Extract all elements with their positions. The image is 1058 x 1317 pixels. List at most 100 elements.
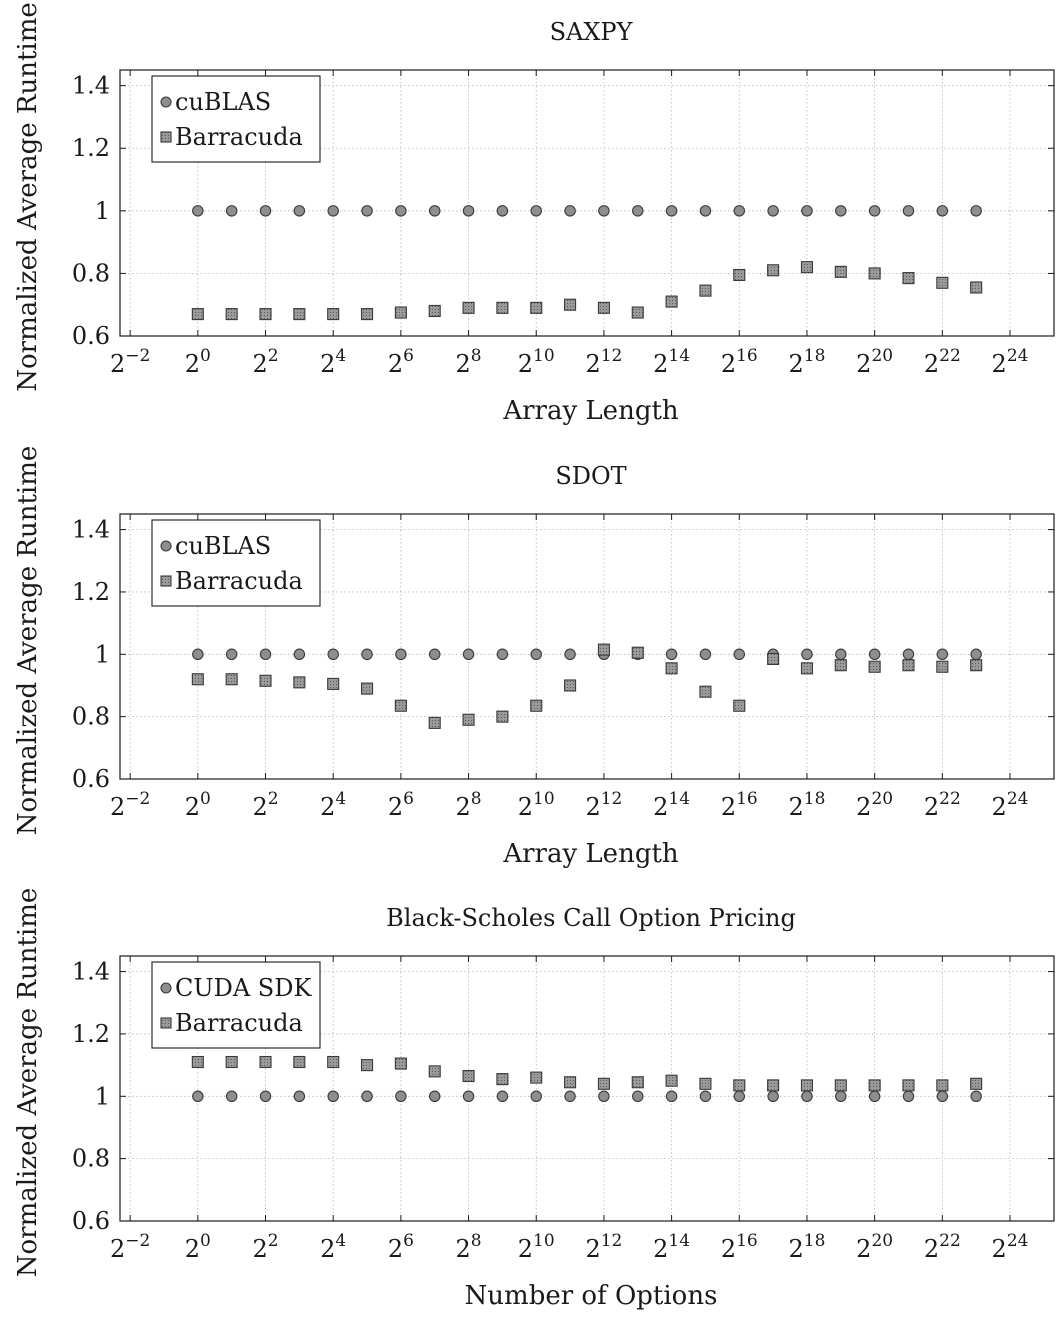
plot-frame xyxy=(119,69,1055,337)
chart-title: SDOT xyxy=(555,462,626,490)
y-tick-label: 1.2 xyxy=(72,134,110,162)
data-point xyxy=(868,205,881,217)
y-tick-label: 0.8 xyxy=(72,1145,110,1173)
legend-marker-square xyxy=(160,575,172,587)
data-point xyxy=(327,205,339,217)
data-point xyxy=(259,1055,272,1069)
data-point xyxy=(564,648,576,661)
x-axis-label: Array Length xyxy=(502,839,679,869)
data-point xyxy=(902,1079,915,1092)
data-point xyxy=(936,1090,949,1103)
data-point xyxy=(733,648,746,661)
data-point xyxy=(462,648,475,661)
data-point xyxy=(564,679,577,692)
data-point xyxy=(699,648,712,661)
data-point xyxy=(361,1090,373,1103)
legend: cuBLAS Barracuda xyxy=(151,519,321,607)
data-point xyxy=(225,308,238,321)
data-point xyxy=(801,205,813,217)
x-tick-label: 2−2 xyxy=(110,346,150,378)
data-point xyxy=(699,1090,712,1103)
x-tick-label: 20 xyxy=(185,346,211,378)
x-tick-label: 2−2 xyxy=(110,789,150,821)
data-point xyxy=(192,648,204,661)
x-tick-label: 24 xyxy=(320,1231,346,1263)
data-point xyxy=(733,699,746,712)
data-point xyxy=(936,1079,949,1092)
y-tick-label: 0.6 xyxy=(72,1207,110,1235)
data-point xyxy=(598,205,610,217)
x-tick-label: 218 xyxy=(789,346,826,378)
legend-box xyxy=(151,519,321,607)
data-point xyxy=(530,648,542,661)
plot-frame xyxy=(119,513,1055,780)
data-point xyxy=(970,281,983,294)
data-point xyxy=(259,648,272,661)
data-point xyxy=(665,1090,678,1103)
x-tick-label: 28 xyxy=(456,1231,482,1263)
data-point xyxy=(665,1074,678,1087)
data-point xyxy=(225,673,238,686)
x-tick-label: 28 xyxy=(456,789,482,821)
series-cublas xyxy=(192,205,982,217)
x-axis-label: Number of Options xyxy=(465,1281,718,1311)
data-point xyxy=(936,205,949,217)
data-point xyxy=(293,676,306,689)
data-point xyxy=(733,1079,746,1092)
plot-frame xyxy=(119,955,1055,1222)
data-point xyxy=(834,1079,847,1092)
data-point xyxy=(293,1055,306,1069)
data-point xyxy=(936,648,949,661)
x-tick-label: 210 xyxy=(518,1231,555,1263)
data-point xyxy=(462,301,475,314)
data-point xyxy=(428,716,441,729)
data-point xyxy=(801,648,813,661)
data-point xyxy=(496,648,509,661)
data-point xyxy=(800,261,814,274)
data-point xyxy=(902,272,915,285)
legend-marker-square xyxy=(160,1017,172,1029)
y-tick-label: 1 xyxy=(95,197,110,225)
data-point xyxy=(327,1055,340,1069)
data-point xyxy=(530,205,542,217)
data-point xyxy=(293,308,306,321)
data-point xyxy=(192,1090,204,1103)
data-point xyxy=(428,205,441,217)
x-axis-label: Array Length xyxy=(502,396,679,426)
data-point xyxy=(970,1077,983,1090)
data-point xyxy=(462,1069,475,1083)
data-point xyxy=(699,284,712,297)
chart-panel-1: 0.6 0.8 1 1.2 1.4 2−2 20 22 24 26 28 210 212 214 216 21… xyxy=(13,2,1055,426)
data-point xyxy=(665,662,678,675)
data-point xyxy=(665,205,678,217)
data-point xyxy=(496,205,509,217)
data-point xyxy=(970,659,983,672)
data-point xyxy=(293,648,306,661)
data-point xyxy=(360,682,374,695)
data-point xyxy=(868,1090,881,1103)
data-point xyxy=(293,205,306,217)
x-tick-label: 210 xyxy=(518,346,555,378)
x-tick-label: 216 xyxy=(721,789,758,821)
data-point xyxy=(428,1090,441,1103)
y-tick-label: 0.6 xyxy=(72,322,110,350)
data-point xyxy=(530,699,543,712)
data-point xyxy=(936,660,949,673)
data-point xyxy=(327,308,340,321)
data-point xyxy=(259,205,272,217)
data-point xyxy=(360,308,374,321)
x-tick-label: 22 xyxy=(252,346,278,378)
x-tick-label: 216 xyxy=(721,346,758,378)
data-point xyxy=(733,268,746,282)
data-point xyxy=(428,1065,441,1078)
data-point xyxy=(970,648,982,661)
y-axis-label: Normalized Average Runtime xyxy=(13,446,43,836)
y-axis-label: Normalized Average Runtime xyxy=(13,2,43,392)
x-tick-label: 222 xyxy=(924,346,961,378)
data-point xyxy=(394,306,407,319)
data-point xyxy=(767,1090,779,1103)
data-point xyxy=(462,1090,475,1103)
data-point xyxy=(598,1090,610,1103)
x-tick-label: 26 xyxy=(388,346,414,378)
data-point xyxy=(395,205,407,217)
